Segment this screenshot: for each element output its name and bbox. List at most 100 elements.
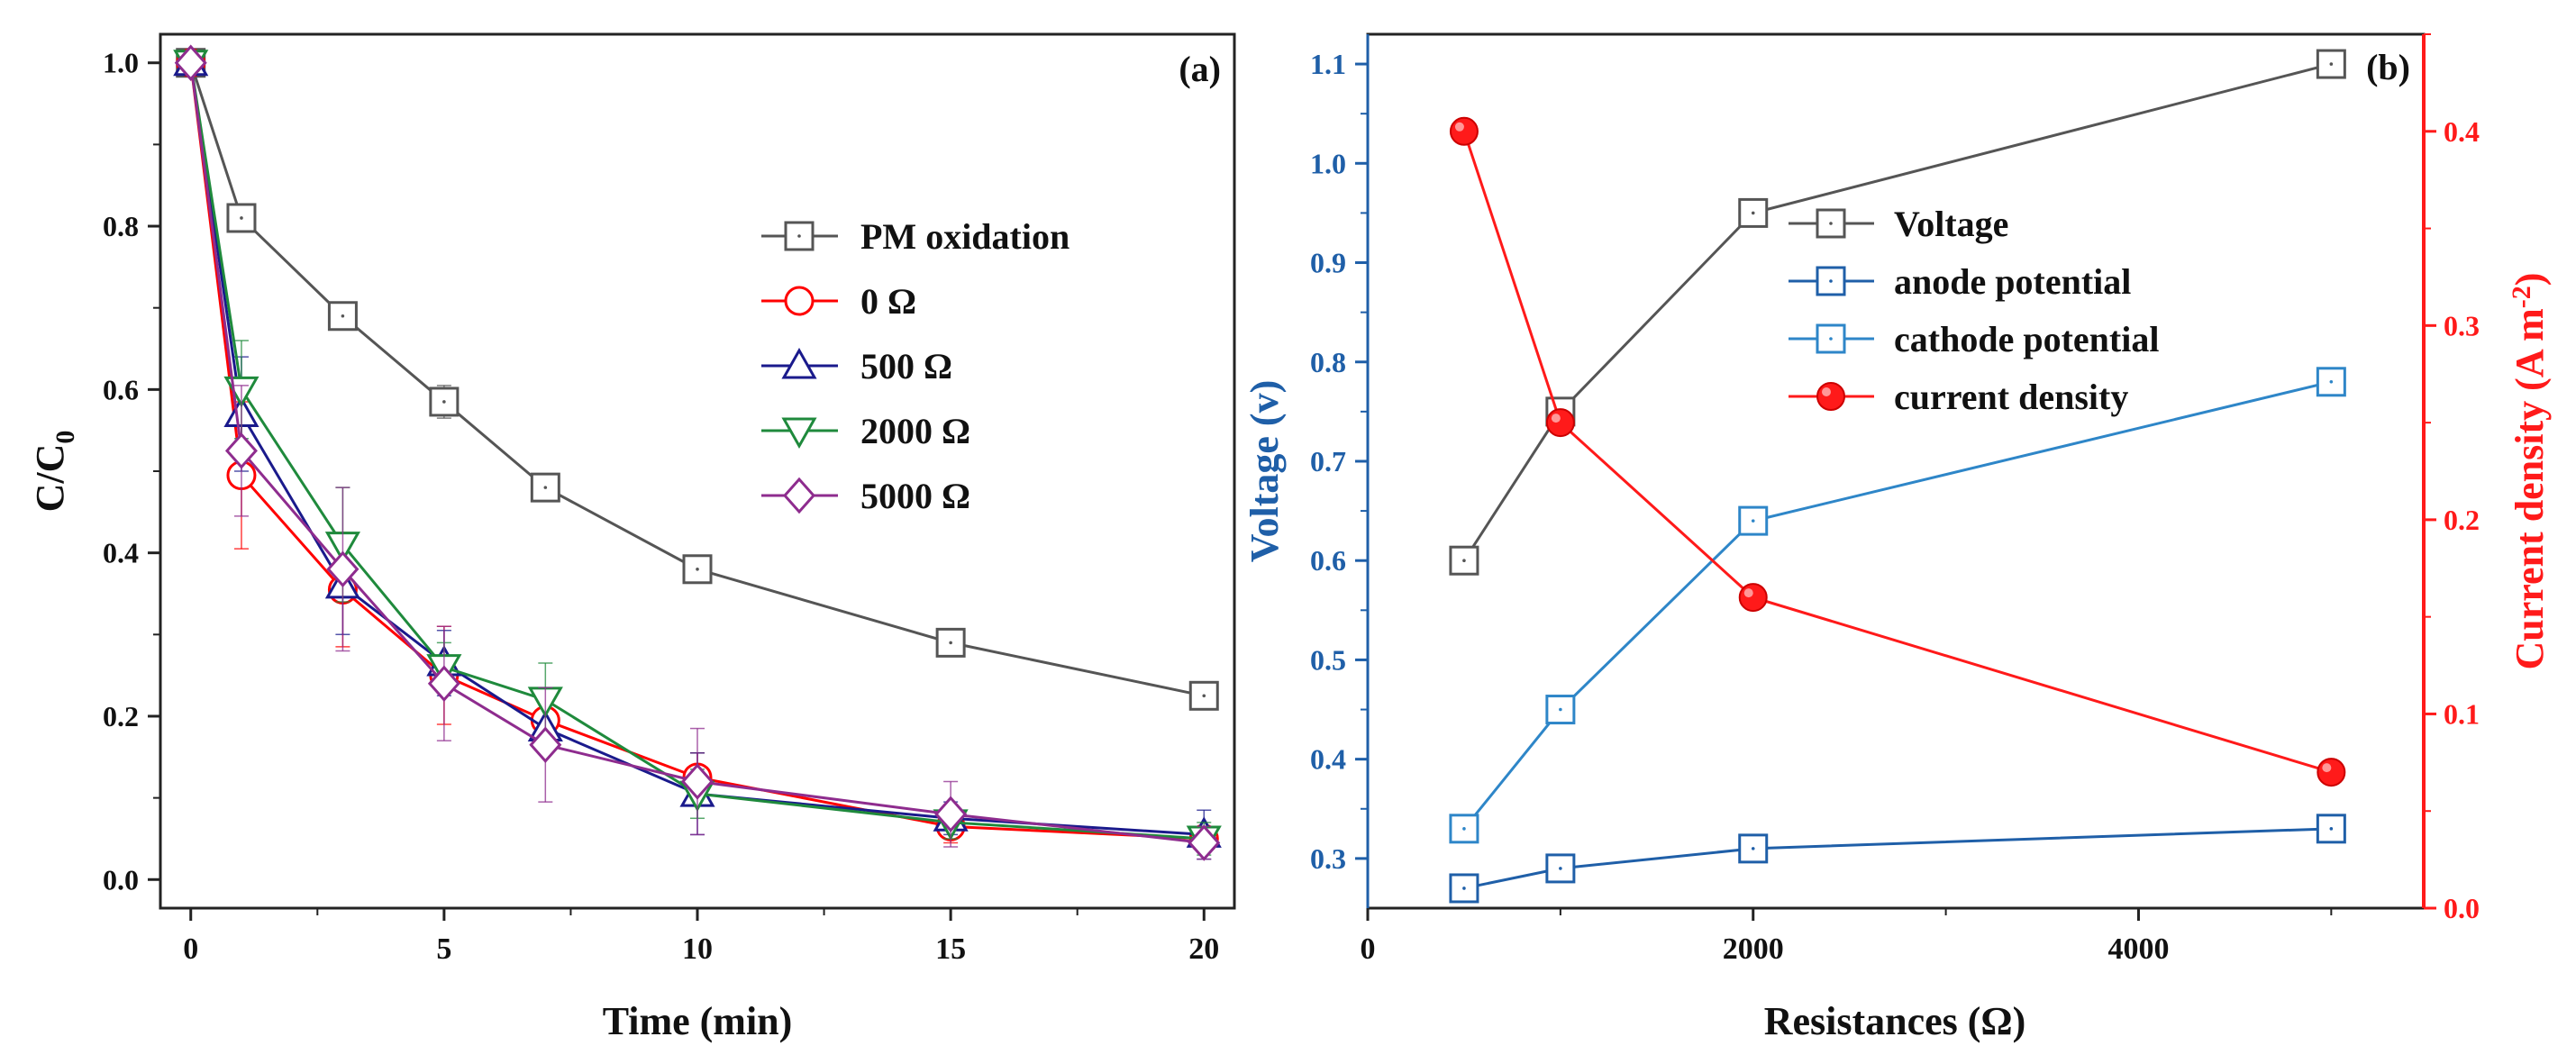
a-legend-label-5000-ohm: 5000 Ω [860, 476, 970, 516]
panel-b: 0 2000 4000 0.3 0.4 0.5 0.6 0.7 0.8 0.9 1.0 1.1 0.0 0… [1242, 32, 2552, 1043]
b-left-tick-label-0.5: 0.5 [1310, 643, 1346, 676]
b-legend-label-anode-potential: anode potential [1894, 261, 2131, 302]
b-legend-marker-current-density [1816, 382, 1845, 411]
b-point-current-density-1 [1545, 408, 1575, 438]
b-right-tick-label-0.3: 0.3 [2444, 309, 2480, 341]
b-point-anode-potential-2-dot [1751, 847, 1755, 850]
panel-a-legend: PM oxidation 0 Ω 500 Ω 2000 Ω 5000 Ω [761, 216, 1070, 516]
b-left-tick-label-1.0: 1.0 [1310, 147, 1346, 179]
b-point-cathode-potential-0 [1449, 814, 1479, 844]
a-series-line-pm-oxidation [189, 62, 1205, 697]
b-series-line-voltage [1462, 62, 2332, 562]
b-point-voltage-3-dot [2329, 62, 2334, 66]
b-legend-marker-anode-potential-dot [1829, 279, 1833, 283]
b-point-anode-potential-1 [1545, 853, 1576, 884]
a-legend-label-0-ohm: 0 Ω [860, 281, 916, 322]
panel-b-x-axis-title: Resistances (Ω) [1764, 999, 2026, 1043]
panel-a-axes: 0 5 10 15 20 0.0 0.2 0.4 0.6 0.8 1.0 [103, 47, 1219, 966]
a-point-5000-ohm-7 [1188, 824, 1221, 861]
a-point-5000-ohm-0 [174, 44, 207, 81]
a-y-tick-label-2: 0.4 [103, 537, 139, 569]
a-point-pm-oxidation-3-dot [442, 400, 446, 404]
b-point-voltage-0 [1449, 545, 1479, 576]
b-series-cathode-potential [1449, 367, 2346, 844]
a-point-5000-ohm-6 [934, 796, 968, 833]
b-point-current-density-2 [1738, 583, 1768, 613]
a-legend-marker-2000-ohm [781, 417, 817, 450]
a-point-pm-oxidation-7-dot [1202, 694, 1206, 698]
panel-a-y-axis-title: C/C0 [28, 431, 80, 513]
a-y-tick-label-1: 0.2 [103, 700, 139, 732]
b-point-current-density-0 [1449, 116, 1479, 146]
b-point-anode-potential-3-dot [2329, 827, 2334, 831]
b-point-current-density-1-highlight [1551, 414, 1561, 423]
a-legend-label-2000-ohm: 2000 Ω [860, 411, 970, 451]
b-series-current-density [1449, 116, 2346, 787]
panel-a: 0 5 10 15 20 0.0 0.2 0.4 0.6 0.8 1.0 (a) Time (min… [28, 32, 1236, 1043]
panel-b-tag: (b) [2366, 47, 2410, 87]
b-series-line-current-density [1462, 131, 2332, 774]
b-right-tick-label-0.4: 0.4 [2444, 115, 2480, 148]
b-point-cathode-potential-1-dot [1559, 707, 1562, 712]
b-point-current-density-3-highlight [2322, 763, 2332, 773]
b-point-anode-potential-0-dot [1462, 887, 1466, 890]
b-left-tick-label-0.8: 0.8 [1310, 346, 1346, 378]
b-legend-label-voltage: Voltage [1894, 204, 2008, 244]
panel-b-right-axis-title: Current density (A m-2) [2507, 273, 2552, 670]
panel-a-y-axis-title-main: C/C [28, 444, 72, 513]
b-point-voltage-2-dot [1751, 211, 1755, 215]
b-legend-label-cathode-potential: cathode potential [1894, 319, 2159, 359]
a-x-tick-label-15: 15 [935, 932, 966, 966]
b-right-tick-label-0.1: 0.1 [2444, 697, 2480, 730]
panel-b-legend: Voltage anode potential cathode potential c… [1789, 204, 2159, 417]
b-left-tick-label-0.9: 0.9 [1310, 247, 1346, 279]
a-legend-label-pm-oxidation: PM oxidation [860, 216, 1070, 257]
b-left-tick-label-0.4: 0.4 [1310, 743, 1346, 776]
a-legend-label-500-ohm: 500 Ω [860, 346, 952, 386]
b-left-tick-label-0.7: 0.7 [1310, 445, 1346, 477]
b-left-tick-label-0.3: 0.3 [1310, 842, 1346, 875]
b-series-line-cathode-potential [1462, 380, 2332, 830]
a-series-5000-ohm [174, 44, 1221, 861]
b-point-anode-potential-1-dot [1559, 867, 1562, 870]
a-y-tick-label-4: 0.8 [103, 210, 139, 242]
b-left-tick-label-0.6: 0.6 [1310, 544, 1346, 577]
b-series-voltage [1449, 49, 2346, 576]
panel-b-axes: 0 2000 4000 0.3 0.4 0.5 0.6 0.7 0.8 0.9 1.0 1.1 0.0 0… [1310, 33, 2480, 966]
a-point-5000-ohm-3 [427, 665, 460, 702]
a-point-5000-ohm-4 [529, 726, 562, 763]
b-x-tick-label-4000: 4000 [2107, 932, 2169, 966]
b-legend-marker-cathode-potential-dot [1829, 337, 1833, 341]
a-point-pm-oxidation-2-dot [341, 314, 345, 318]
b-point-cathode-potential-0-dot [1462, 827, 1466, 831]
b-legend-label-current-density: current density [1894, 377, 2128, 417]
b-right-tick-label-0.2: 0.2 [2444, 504, 2480, 536]
a-x-tick-label-0: 0 [183, 932, 198, 966]
b-left-tick-label-1.1: 1.1 [1310, 48, 1346, 80]
a-point-pm-oxidation-4-dot [543, 486, 548, 489]
panel-a-tag: (a) [1179, 49, 1221, 89]
b-series-line-anode-potential [1463, 827, 2332, 890]
a-x-tick-label-5: 5 [436, 932, 451, 966]
b-point-cathode-potential-3 [2316, 367, 2346, 397]
panel-b-marks [1449, 49, 2346, 904]
a-y-tick-label-3: 0.6 [103, 373, 139, 405]
b-right-tick-label-0.0: 0.0 [2444, 892, 2480, 924]
a-y-tick-label-5: 1.0 [103, 47, 139, 79]
b-legend-marker-voltage-dot [1829, 222, 1833, 225]
a-point-pm-oxidation-6 [935, 627, 966, 658]
b-series-anode-potential [1449, 814, 2346, 904]
panel-b-right-axis-title-superscript: -2 [2507, 286, 2536, 308]
a-series-line-2000-ohm [189, 62, 1205, 841]
b-point-current-density-0-highlight [1454, 122, 1464, 132]
a-y-tick-label-0: 0.0 [103, 863, 139, 896]
a-legend-marker-pm-oxidation-dot [797, 234, 801, 238]
panel-a-y-axis-title-subscript: 0 [50, 431, 80, 444]
b-point-current-density-2-highlight [1743, 588, 1753, 598]
a-point-pm-oxidation-1-dot [240, 216, 243, 220]
panel-a-marks [173, 44, 1222, 861]
a-legend-marker-5000-ohm [782, 477, 816, 514]
b-point-current-density-3 [2317, 758, 2346, 787]
